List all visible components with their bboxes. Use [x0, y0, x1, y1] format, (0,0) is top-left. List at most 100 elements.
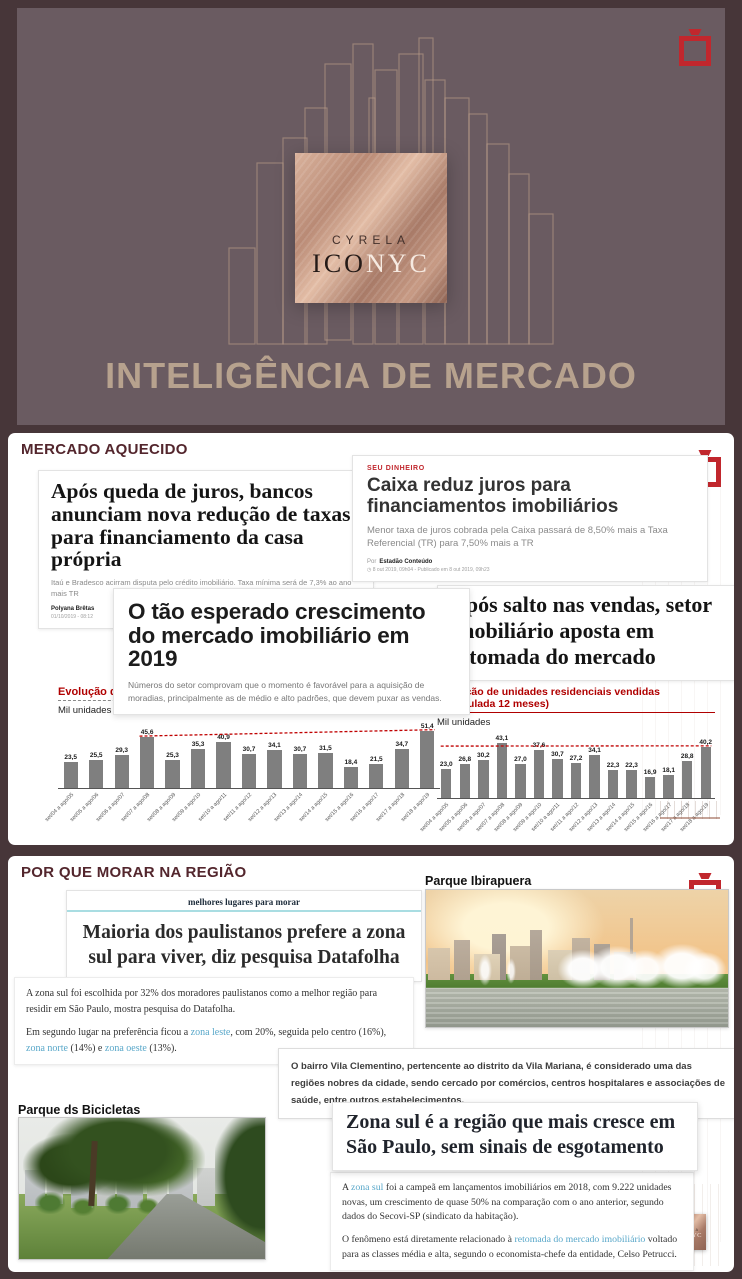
- bar-value-label: 23,5: [64, 753, 78, 761]
- text-run: (14%) e: [67, 1042, 105, 1054]
- text-run: , com 20%, seguida pelo centro (16%),: [230, 1027, 387, 1038]
- x-axis-label: set/13 a ago/14: [273, 792, 305, 824]
- article-headline: O tão esperado crescimento do mercado im…: [128, 599, 426, 672]
- bar: 22,3: [625, 762, 638, 798]
- text-run: (13%).: [146, 1042, 177, 1054]
- bar-value-label: 30,7: [293, 745, 307, 753]
- brand-name-cyrela: CYRELA: [331, 233, 411, 247]
- bar-value-label: 21,5: [369, 756, 383, 764]
- bar: 34,1: [267, 742, 282, 788]
- secovi-paragraphs: A zona sul foi a campeã em lançamentos i…: [330, 1172, 694, 1272]
- bar-value-label: 27,2: [569, 755, 583, 763]
- bar: 34,7: [394, 741, 409, 788]
- text-run: A zona sul foi escolhida por 32% dos mor…: [26, 988, 378, 1015]
- text-link[interactable]: retomada do mercado imobiliário: [514, 1234, 646, 1246]
- bar: 37,6: [533, 742, 545, 798]
- chart-y-axis-label: Mil unidades: [437, 717, 491, 728]
- mercado-aquecido-card: MERCADO AQUECIDO Após queda de juros, ba…: [8, 433, 734, 845]
- bar: 21,5: [369, 756, 384, 788]
- brand-name-part-dark: ICO: [312, 249, 366, 278]
- parque-ibirapuera-photo: [425, 889, 729, 1028]
- article-deck: Itaú e Bradesco acirram disputa pelo cré…: [51, 578, 352, 598]
- bar-value-label: 22,3: [606, 761, 620, 769]
- bar: 30,2: [477, 752, 490, 798]
- text-link[interactable]: zona oeste: [104, 1042, 147, 1054]
- tree-trunk: [88, 1140, 99, 1206]
- section-heading-mercado: MERCADO AQUECIDO: [21, 441, 188, 458]
- text-run: A: [342, 1182, 351, 1193]
- article-byline: Estadão Conteúdo: [379, 558, 433, 565]
- news-clipping-datafolha: melhores lugares para morar Maioria dos …: [66, 890, 422, 982]
- page-title: INTELIGÊNCIA DE MERCADO: [105, 355, 637, 396]
- bar-value-label: 31,5: [319, 744, 332, 752]
- brand-name-part-light: NYC: [686, 1232, 702, 1239]
- chart-plot-area: 23,5 set/04 a ago/05 25,5 set/05 a ago/06 29…: [44, 723, 440, 823]
- bar: 34,1: [588, 747, 601, 798]
- paragraph: A zona sul foi a campeã em lançamentos i…: [342, 1181, 682, 1225]
- bar-value-label: 35,3: [191, 740, 205, 748]
- bar-value-label: 27,0: [514, 755, 527, 763]
- news-clipping-crescimento: O tão esperado crescimento do mercado im…: [113, 588, 470, 716]
- bar: 23,0: [440, 761, 453, 798]
- article-deck: Menor taxa de juros cobrada pela Caixa p…: [367, 525, 668, 549]
- por-que-morar-card: POR QUE MORAR NA REGIÃO melhores lugares…: [8, 856, 734, 1272]
- article-headline: Caixa reduz juros para financiamentos im…: [367, 475, 619, 517]
- article-kicker: SEU DINHEIRO: [367, 465, 425, 472]
- text-link[interactable]: zona norte: [26, 1042, 68, 1054]
- article-deck: Números do setor comprovam que o momento…: [128, 679, 442, 703]
- byline-prefix: Por: [367, 558, 377, 565]
- chart-unidades-vendidas: Evolução de unidades residenciais vendid…: [419, 686, 715, 833]
- article-headline: Zona sul é a região que mais cresce em S…: [346, 1111, 676, 1158]
- bar: 35,3: [190, 741, 206, 788]
- chart-title: Evolução de unidades residenciais vendid…: [437, 686, 715, 713]
- bar-value-label: 18,4: [344, 759, 358, 767]
- bar: 18,1: [662, 767, 675, 798]
- bar: 45,6: [140, 729, 155, 788]
- bar-value-label: 23,0: [439, 760, 453, 768]
- bar-value-label: 26,8: [458, 755, 472, 763]
- bar-value-label: 34,1: [588, 746, 601, 754]
- bar: 30,7: [551, 751, 564, 798]
- bar: 31,5: [318, 745, 333, 788]
- bar: 18,4: [343, 759, 358, 788]
- bar: 16,9: [644, 769, 656, 798]
- text-link[interactable]: zona leste: [190, 1027, 231, 1038]
- bar-value-label: 40,9: [217, 734, 230, 742]
- bar: 25,5: [89, 752, 104, 788]
- x-axis-label: set/12 a ago/13: [247, 792, 279, 824]
- x-axis-label: set/09 a ago/10: [171, 792, 203, 824]
- article-headline: Após queda de juros, bancos anunciam nov…: [51, 479, 351, 572]
- bar-value-label: 22,3: [625, 761, 638, 769]
- bar: 30,7: [292, 746, 308, 788]
- bar: 27,2: [570, 755, 582, 798]
- text-run: foi a campeã em lançamentos imobiliários…: [342, 1182, 672, 1223]
- text-link[interactable]: zona sul: [350, 1182, 384, 1193]
- bar: 30,7: [241, 746, 257, 788]
- bar: 43,1: [496, 735, 508, 798]
- bar-value-label: 28,8: [680, 753, 694, 761]
- bar-value-label: 40,2: [699, 738, 713, 746]
- bar-value-label: 43,1: [495, 735, 509, 743]
- x-axis-label: set/15 a ago/16: [324, 792, 356, 824]
- bar-value-label: 30,7: [242, 745, 256, 753]
- bar-value-label: 18,1: [662, 766, 675, 774]
- bar: 27,0: [514, 756, 527, 798]
- text-run: Em segundo lugar na preferência ficou a: [26, 1027, 191, 1038]
- x-axis-label: set/10 a ago/11: [197, 792, 228, 823]
- article-dateline: ◷ 8 out 2019, 09h04 - Publicado em 8 out…: [367, 566, 490, 573]
- bar: 29,3: [114, 747, 129, 788]
- paragraph: O bairro Vila Clementino, pertencente ao…: [291, 1058, 725, 1109]
- bar: 25,3: [165, 752, 180, 788]
- article-byline: Polyana Brêtas: [51, 606, 95, 613]
- hero-section: CYRELA ICONYC INTELIGÊNCIA DE MERCADO: [17, 8, 725, 425]
- x-axis-label: set/07 a ago/08: [120, 792, 152, 824]
- text-run: O fenômeno está diretamente relacionado …: [342, 1234, 515, 1246]
- bar-value-label: 51,4: [420, 722, 434, 730]
- bar-value-label: 34,7: [395, 741, 409, 749]
- text-run: voltado para as classes média e alta, se…: [342, 1234, 678, 1260]
- news-clipping-zonasul: Zona sul é a região que mais cresce em S…: [332, 1102, 698, 1171]
- article-kicker: melhores lugares para morar: [67, 897, 421, 912]
- bar-value-label: 37,6: [532, 742, 546, 750]
- x-axis-label: set/06 a ago/07: [94, 792, 126, 824]
